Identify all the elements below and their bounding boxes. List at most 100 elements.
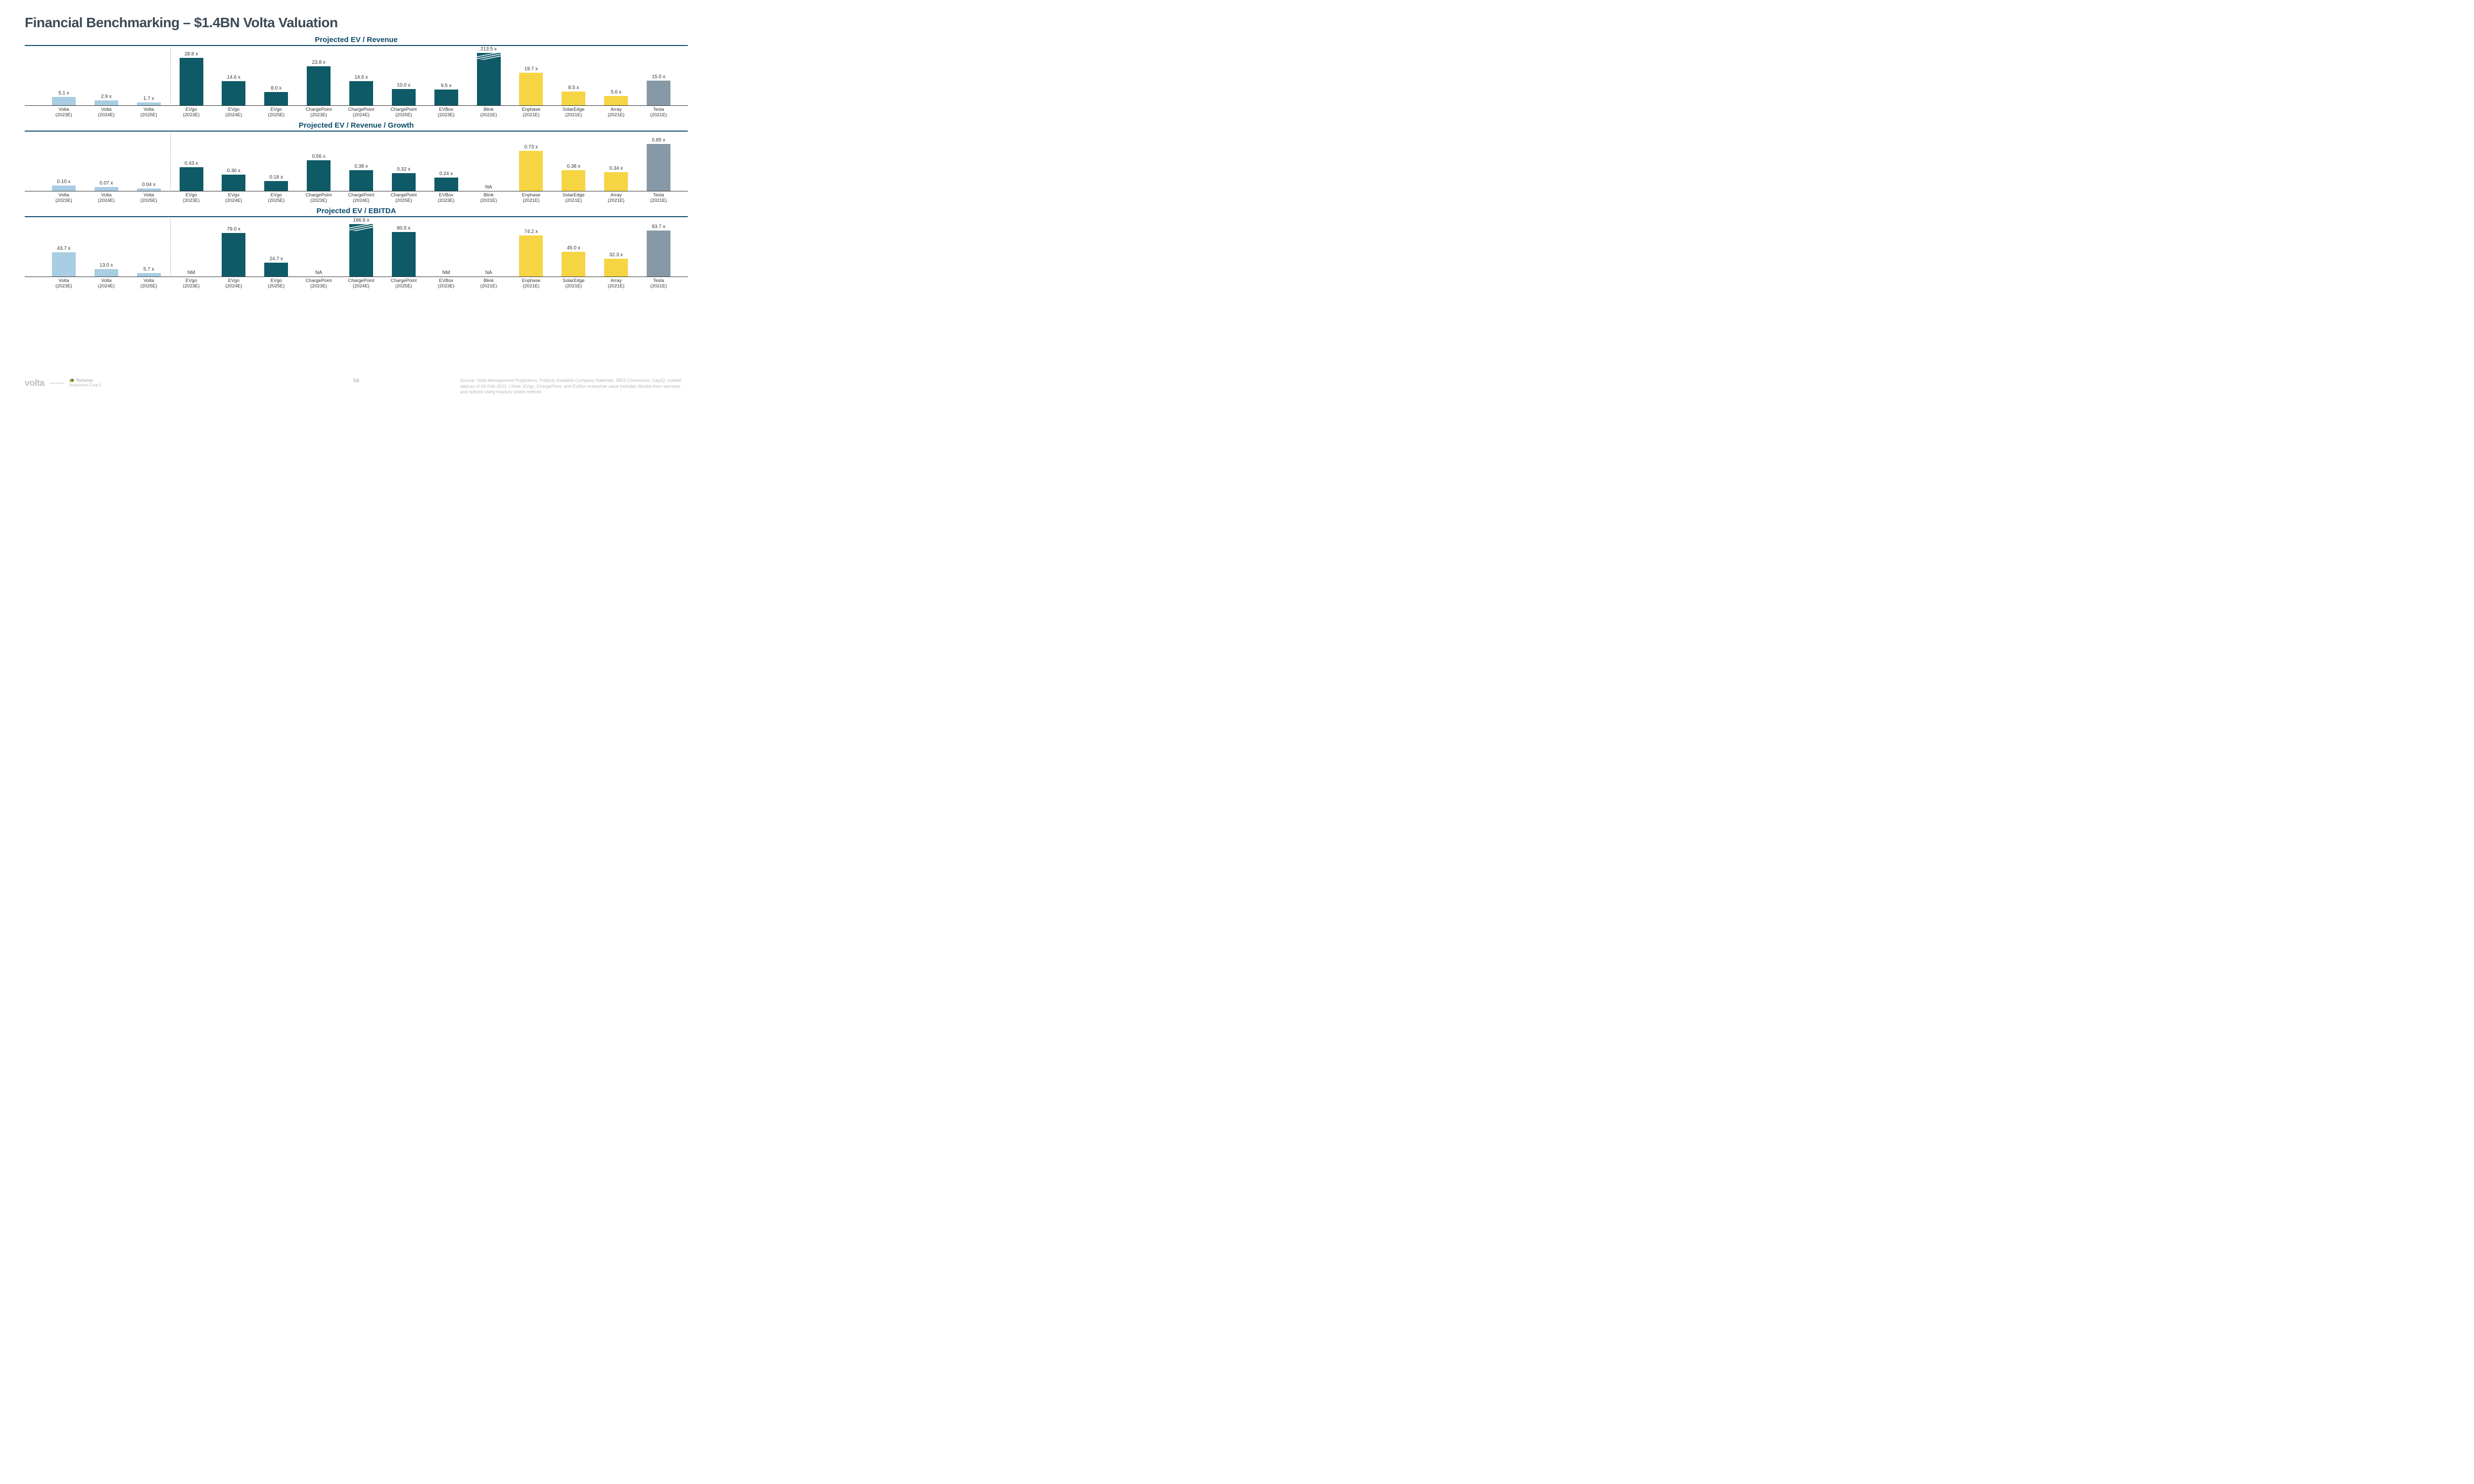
bar-value-label: 14.6 x — [354, 75, 368, 80]
bar — [519, 151, 543, 191]
bar — [137, 188, 161, 190]
x-tick: ChargePoint(2025E) — [387, 278, 421, 289]
x-tick: ChargePoint(2023E) — [302, 107, 335, 118]
x-tick: Volta(2023E) — [47, 107, 81, 118]
footer: volta 🐢 Tortoise Acquisition Corp.II 56 … — [25, 378, 688, 395]
bar-slot: 0.38 x — [344, 132, 378, 191]
bar-slot: 0.30 x — [217, 132, 250, 191]
x-tick: EVBox(2023E) — [429, 193, 463, 204]
bar-slot: NM — [429, 217, 463, 277]
x-tick: ChargePoint(2025E) — [387, 107, 421, 118]
bar-slot: 79.0 x — [217, 217, 250, 277]
x-tick: EVgo(2023E) — [175, 278, 208, 289]
group-divider — [170, 219, 171, 275]
x-tick: Array(2021E) — [599, 193, 633, 204]
bar-slot: 5.1 x — [47, 46, 81, 105]
x-tick: Volta(2025E) — [132, 107, 166, 118]
x-tick: Blink(2021E) — [472, 193, 506, 204]
x-tick: Tesla(2021E) — [642, 193, 675, 204]
bar — [222, 233, 245, 277]
x-tick: ChargePoint(2023E) — [302, 278, 335, 289]
x-tick: ChargePoint(2025E) — [387, 193, 421, 204]
bar — [647, 81, 670, 105]
bar-value-label: 19.7 x — [524, 66, 538, 72]
x-tick: Volta(2023E) — [47, 278, 81, 289]
charts-container: Projected EV / Revenue5.1 x2.9 x1.7 x28.… — [25, 36, 688, 289]
bar — [222, 81, 245, 105]
bar-slot: 213.5 x — [472, 46, 506, 105]
bar-value-label: 0.24 x — [439, 171, 453, 177]
x-tick: Blink(2021E) — [472, 107, 506, 118]
bar-value-label: 0.43 x — [185, 161, 198, 166]
bar — [307, 160, 331, 191]
bar-value-label: 8.5 x — [568, 85, 579, 91]
bar-slot: NA — [472, 132, 506, 191]
bar-value-label: 0.38 x — [567, 164, 580, 169]
bar — [604, 259, 628, 277]
bar-slot: 9.5 x — [429, 46, 463, 105]
x-tick: SolarEdge(2021E) — [557, 193, 590, 204]
bar-slot: 0.10 x — [47, 132, 81, 191]
bar-slot: 0.07 x — [90, 132, 123, 191]
bar — [95, 100, 118, 105]
x-tick: Volta(2025E) — [132, 278, 166, 289]
bar — [519, 235, 543, 276]
x-tick: ChargePoint(2024E) — [344, 107, 378, 118]
x-tick: EVgo(2024E) — [217, 278, 250, 289]
bar — [52, 252, 76, 277]
bar — [349, 81, 373, 105]
bar-value-label: 43.7 x — [57, 246, 70, 251]
x-axis: Volta(2023E)Volta(2024E)Volta(2025E)EVgo… — [25, 193, 688, 204]
bar-value-label: 14.6 x — [227, 75, 240, 80]
bar-value-label: 45.0 x — [567, 245, 580, 251]
bar — [95, 187, 118, 191]
bar-slot: 19.7 x — [514, 46, 548, 105]
bar-slot: 24.7 x — [259, 217, 293, 277]
bar — [434, 90, 458, 105]
bar-slot: 14.6 x — [344, 46, 378, 105]
bar-slot: 0.56 x — [302, 132, 335, 191]
x-tick: ChargePoint(2024E) — [344, 193, 378, 204]
chart-plot: 43.7 x13.0 x5.7 xNM79.0 x24.7 xNA166.6 x… — [25, 216, 688, 277]
bar-slot: 0.32 x — [387, 132, 421, 191]
bar-value-label: 28.8 x — [185, 51, 198, 57]
bar-value-label: 24.7 x — [270, 256, 283, 262]
bar — [307, 66, 331, 105]
bar-value-label: 5.7 x — [143, 267, 154, 272]
bar — [95, 269, 118, 276]
bar-slot: NA — [472, 217, 506, 277]
x-tick: ChargePoint(2024E) — [344, 278, 378, 289]
x-tick: Volta(2023E) — [47, 193, 81, 204]
x-tick: Enphase(2021E) — [514, 107, 548, 118]
x-tick: EVgo(2023E) — [175, 193, 208, 204]
bar-slot: 0.24 x — [429, 132, 463, 191]
bar-value-label: 0.04 x — [142, 182, 155, 187]
bar-value-label: 32.3 x — [609, 252, 622, 258]
x-tick: EVgo(2024E) — [217, 107, 250, 118]
bar — [392, 232, 416, 276]
bar-slot: 14.6 x — [217, 46, 250, 105]
bar — [562, 252, 585, 277]
bar-value-label: 5.1 x — [58, 91, 69, 96]
bar — [180, 167, 203, 191]
bar-value-label: 166.6 x — [353, 218, 370, 223]
x-tick: Tesla(2021E) — [642, 278, 675, 289]
bar-slot: 28.8 x — [175, 46, 208, 105]
bar-value-label: 213.5 x — [480, 46, 497, 52]
x-tick: SolarEdge(2021E) — [557, 278, 590, 289]
bar-slot: 10.0 x — [387, 46, 421, 105]
bar-slot: 43.7 x — [47, 217, 81, 277]
bar — [562, 170, 585, 191]
bar — [264, 263, 288, 276]
bar-slot: NA — [302, 217, 335, 277]
bar-slot: 5.7 x — [132, 217, 166, 277]
bar-slot: 83.7 x — [642, 217, 675, 277]
bar — [349, 224, 373, 277]
bar — [647, 231, 670, 277]
bar-slot: 0.04 x — [132, 132, 166, 191]
bar-slot: 0.73 x — [514, 132, 548, 191]
bar-value-label: 79.0 x — [227, 227, 240, 232]
bar — [52, 186, 76, 191]
bar-slot: 80.5 x — [387, 217, 421, 277]
x-tick: EVgo(2023E) — [175, 107, 208, 118]
